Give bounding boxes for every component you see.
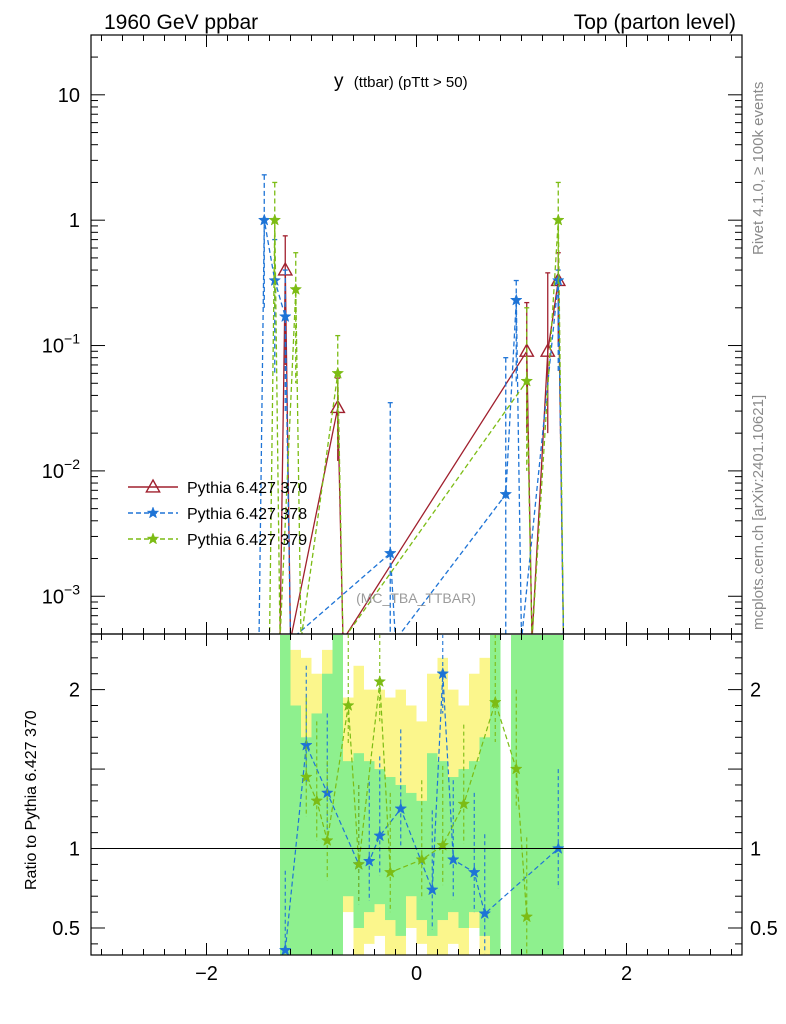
legend: Pythia 6.427 370 Pythia 6.427 378 Pythia 6… xyxy=(128,478,307,549)
ratio-point-s378 xyxy=(278,943,292,955)
uncertainty-band-green xyxy=(542,635,553,955)
y-tick-label-ratio-right: 0.5 xyxy=(750,918,778,940)
data-point-s379 xyxy=(268,213,282,226)
x-tick-label: 2 xyxy=(621,963,632,985)
main-panel-series xyxy=(257,174,567,634)
data-point-s379 xyxy=(289,282,303,295)
legend-marker-s370 xyxy=(145,478,161,493)
ratio-panel-series xyxy=(278,635,565,955)
ratio-point-s379 xyxy=(341,698,355,712)
plot-title-main: y xyxy=(334,71,344,92)
legend-label-s370: Pythia 6.427 370 xyxy=(187,480,307,497)
ratio-point-s378 xyxy=(467,865,481,878)
uncertainty-band-green xyxy=(301,737,312,955)
ratio-point-s379 xyxy=(383,865,397,878)
ratio-point-s378 xyxy=(436,666,450,680)
ratio-axis-label: Ratio to Pythia 6.427 370 xyxy=(23,710,40,890)
uncertainty-band-green xyxy=(353,753,364,928)
ratio-point-s379 xyxy=(436,838,450,851)
y-tick-label-main: 10−3 xyxy=(42,581,80,608)
ratio-point-s379 xyxy=(373,674,387,688)
uncertainty-band-green xyxy=(332,635,343,955)
ratio-point-s378 xyxy=(362,854,376,867)
analysis-watermark: (MC_TBA_TTBAR) xyxy=(356,590,476,606)
uncertainty-band-green xyxy=(364,761,375,913)
y-tick-label-ratio: 0.5 xyxy=(52,918,80,940)
ratio-point-s378 xyxy=(446,852,460,866)
uncertainty-band-green xyxy=(280,635,291,955)
series-s370 xyxy=(277,235,567,634)
y-tick-label-ratio: 2 xyxy=(69,680,80,702)
data-point-s379 xyxy=(331,366,345,379)
y-tick-label-ratio-right: 2 xyxy=(750,680,761,702)
uncertainty-band-green xyxy=(395,784,406,936)
y-tick-label-main: 1 xyxy=(69,210,80,232)
y-tick-label-exponent: −3 xyxy=(64,581,80,597)
energy-label: 1960 GeV ppbar xyxy=(104,11,258,34)
series-line-s378 xyxy=(258,220,565,634)
y-tick-label-ratio: 1 xyxy=(69,839,80,861)
uncertainty-band-green xyxy=(490,635,501,955)
y-tick-label-exponent: −2 xyxy=(64,456,80,472)
data-point-s378 xyxy=(509,293,523,306)
ratio-point-s379 xyxy=(310,794,324,807)
x-tick-label: 0 xyxy=(411,963,422,985)
data-point-s378 xyxy=(499,487,513,500)
y-tick-label-base: 10 xyxy=(42,586,64,608)
mcplots-source-label: mcplots.cern.ch [arXiv:2401.10621] xyxy=(750,395,767,630)
y-tick-label-ratio-right: 1 xyxy=(750,839,761,861)
ratio-point-s378 xyxy=(478,906,492,920)
process-label: Top (parton level) xyxy=(574,11,736,34)
legend-marker-s379 xyxy=(146,532,160,545)
data-point-s378 xyxy=(383,546,397,559)
ratio-point-s378 xyxy=(394,802,408,815)
ratio-point-s379 xyxy=(299,770,313,783)
ratio-point-s379 xyxy=(520,910,534,923)
uncertainty-band-green xyxy=(511,635,522,955)
uncertainty-band-green xyxy=(553,635,564,955)
uncertainty-band-green xyxy=(343,761,354,897)
uncertainty-band-green xyxy=(427,753,438,936)
uncertainty-band-green xyxy=(290,705,301,955)
ratio-point-s379 xyxy=(457,797,471,810)
series-line-s379 xyxy=(268,220,565,634)
data-point-s370 xyxy=(539,342,556,357)
uncertainty-band-green xyxy=(521,635,532,955)
rivet-version-label: Rivet 4.1.0, ≥ 100k events xyxy=(750,82,767,255)
uncertainty-band-green xyxy=(406,792,417,897)
ratio-point-s379 xyxy=(415,852,429,866)
plot-title: y (ttbar) (pTtt > 50) xyxy=(334,71,468,92)
ratio-point-s378 xyxy=(373,829,387,842)
y-tick-label-base: 1 xyxy=(69,210,80,232)
y-tick-label-main: 10−1 xyxy=(42,331,80,358)
data-point-s378 xyxy=(278,309,292,323)
y-tick-label-base: 10 xyxy=(58,85,80,107)
plot-title-sub: (ttbar) (pTtt > 50) xyxy=(354,74,468,91)
y-tick-label-base: 10 xyxy=(42,461,64,483)
y-tick-label-main: 10−2 xyxy=(42,456,80,483)
x-tick-label: −2 xyxy=(195,963,218,985)
y-tick-label-main: 10 xyxy=(58,85,80,107)
data-point-s379 xyxy=(520,374,534,387)
ratio-point-s379 xyxy=(352,857,366,870)
ratio-point-s379 xyxy=(320,833,334,846)
uncertainty-band-green xyxy=(532,635,543,955)
ratio-series-s379 xyxy=(299,635,534,955)
legend-marker-s378 xyxy=(146,506,160,519)
ratio-point-s378 xyxy=(425,883,439,896)
legend-label-s379: Pythia 6.427 379 xyxy=(187,532,307,549)
ratio-point-s379 xyxy=(488,695,502,708)
data-point-s379 xyxy=(551,213,565,226)
ratio-point-s379 xyxy=(509,762,523,775)
ratio-point-s378 xyxy=(551,841,565,855)
y-tick-label-base: 10 xyxy=(42,336,64,358)
y-tick-label-exponent: −1 xyxy=(64,331,80,347)
legend-label-s378: Pythia 6.427 378 xyxy=(187,506,307,523)
series-s379 xyxy=(268,181,565,634)
